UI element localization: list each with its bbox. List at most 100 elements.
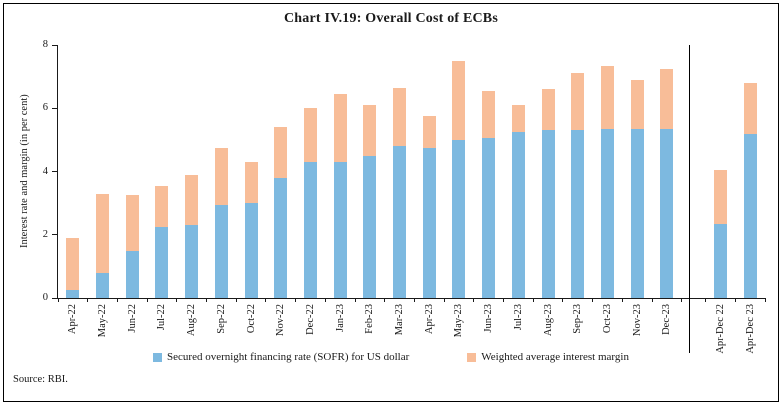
x-axis-category-label: Apr-22	[67, 304, 79, 335]
bar-segment-sofr	[452, 139, 466, 298]
bar-segment-margin	[303, 108, 317, 163]
x-axis-category-label: Oct-22	[245, 304, 257, 334]
bar-segment-sofr	[571, 130, 585, 298]
bar-segment-sofr	[244, 203, 258, 298]
bar-segment-sofr	[422, 147, 436, 298]
bar-segment-margin	[125, 195, 139, 251]
x-axis-tick	[265, 298, 267, 302]
bar-segment-sofr	[333, 162, 347, 298]
x-axis-category-label: Jan-23	[334, 304, 346, 332]
bar-segment-margin	[482, 90, 496, 139]
legend-item-margin: Weighted average interest margin	[467, 351, 629, 363]
x-axis-category-label: Aug-22	[186, 304, 198, 337]
legend-swatch-sofr-icon	[153, 352, 163, 362]
source-note: Source: RBI.	[13, 374, 68, 385]
x-axis-category-label: Sep-22	[215, 304, 227, 334]
bar-segment-margin	[600, 65, 614, 129]
x-axis-category-label: Nov-22	[275, 304, 287, 337]
x-axis-tick	[704, 298, 706, 302]
x-axis-tick	[503, 298, 504, 302]
y-axis-tick	[52, 107, 57, 109]
x-axis-tick	[621, 298, 623, 302]
y-axis-tick-label: 8	[42, 39, 48, 50]
bar-segment-margin	[185, 174, 199, 226]
y-axis-tick-label: 2	[42, 228, 48, 240]
bar-segment-sofr	[600, 128, 614, 298]
legend-swatch-margin-icon	[467, 352, 477, 362]
bar-segment-sofr	[66, 290, 80, 298]
bar-segment-margin	[333, 94, 347, 163]
x-axis-tick	[295, 298, 297, 302]
y-axis-tick-label: 4	[42, 165, 48, 177]
x-axis-category-label: Mar-23	[394, 304, 406, 336]
x-axis-tick	[764, 298, 766, 302]
legend: Secured overnight financing rate (SOFR) …	[0, 351, 782, 363]
x-axis-tick	[146, 298, 148, 302]
bar-segment-sofr	[363, 155, 377, 298]
x-axis-category-label: May-23	[453, 304, 465, 338]
bar-segment-margin	[541, 89, 555, 131]
x-axis-tick	[324, 298, 326, 302]
x-axis-category-label: Dec-23	[661, 304, 673, 335]
x-axis-tick	[384, 298, 386, 302]
x-axis-category-label: Feb-23	[364, 304, 376, 334]
bar-segment-sofr	[660, 128, 674, 298]
bar-segment-sofr	[155, 226, 169, 298]
bar-segment-sofr	[393, 146, 407, 298]
section-separator-line	[688, 45, 690, 353]
y-axis-tick	[52, 234, 57, 236]
bar-segment-sofr	[303, 162, 317, 298]
x-axis-category-label: Nov-23	[631, 304, 643, 337]
x-axis-tick	[443, 298, 445, 302]
bar-segment-margin	[393, 87, 407, 147]
bar-segment-margin	[571, 73, 585, 131]
bar-segment-margin	[244, 162, 258, 204]
x-axis-tick	[651, 298, 653, 302]
bar-segment-margin	[630, 79, 644, 129]
x-axis-tick	[681, 298, 683, 302]
y-axis-tick-label: 6	[42, 102, 48, 114]
x-axis-tick	[413, 298, 415, 302]
x-axis-category-label: Jun-23	[483, 304, 495, 333]
bar-segment-margin	[155, 185, 169, 227]
x-axis-category-label: Jul-23	[512, 304, 524, 331]
x-axis-category-label: Apr-Dec 23	[744, 304, 756, 354]
bar-segment-sofr	[125, 250, 139, 298]
legend-label-margin: Weighted average interest margin	[481, 351, 629, 363]
bar-segment-sofr	[214, 204, 228, 298]
bar-segment-margin	[96, 194, 110, 274]
x-axis-tick	[116, 298, 118, 302]
x-axis-tick	[734, 298, 736, 302]
x-axis-category-label: Sep-23	[572, 304, 584, 334]
bar-segment-margin	[363, 105, 377, 156]
legend-label-sofr: Secured overnight financing rate (SOFR) …	[167, 351, 410, 363]
legend-item-sofr: Secured overnight financing rate (SOFR) …	[153, 351, 409, 363]
bar-segment-sofr	[743, 133, 757, 298]
x-axis-category-label: Aug-23	[542, 304, 554, 337]
bar-segment-sofr	[541, 130, 555, 298]
x-axis-category-label: Jul-22	[156, 304, 168, 331]
bar-segment-sofr	[511, 131, 525, 298]
y-axis-tick-label: 0	[42, 292, 48, 303]
x-axis-category-label: Apr-Dec 22	[714, 304, 726, 354]
bar-segment-margin	[66, 237, 80, 291]
plot-area: 0 2 4 6 8 Apr-22 May-22 Jun-22 Jul-22 Aug-22 Sep-2…	[43, 39, 766, 354]
bar-segment-sofr	[185, 225, 199, 298]
x-axis-tick	[473, 298, 475, 302]
bar-segment-sofr	[482, 138, 496, 298]
x-axis-tick	[354, 298, 356, 302]
bar-segment-sofr	[713, 223, 727, 298]
bar-segment-margin	[660, 68, 674, 129]
y-axis-tick	[52, 171, 57, 172]
x-axis-category-label: Oct-23	[601, 304, 613, 334]
x-axis-tick	[562, 298, 564, 302]
bar-segment-margin	[422, 116, 436, 148]
x-axis-tick	[592, 298, 594, 302]
x-axis-tick	[532, 298, 534, 302]
x-axis-tick	[176, 298, 178, 302]
y-axis-tick	[52, 44, 57, 46]
bar-segment-margin	[511, 105, 525, 132]
bar-segment-margin	[713, 169, 727, 224]
bar-segment-sofr	[96, 273, 110, 298]
bar-segment-margin	[743, 82, 757, 134]
